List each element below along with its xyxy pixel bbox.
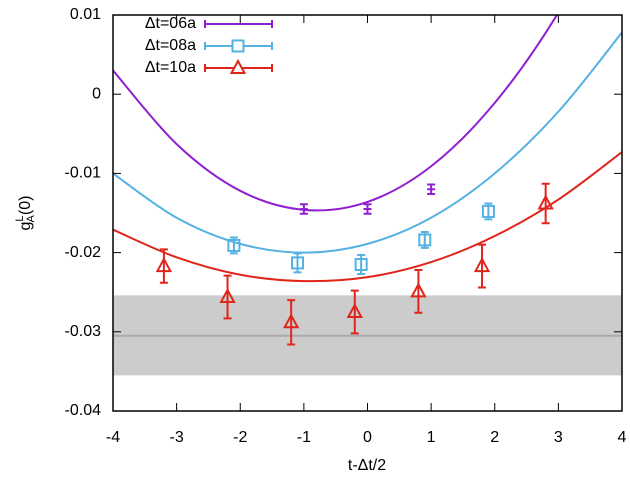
legend-label: Δt=08a — [145, 37, 196, 54]
y-label-base: g — [17, 222, 34, 231]
marker — [282, 313, 300, 329]
error-bar — [223, 274, 232, 320]
y-tick-label: -0.03 — [65, 323, 102, 340]
error-bar — [541, 182, 550, 225]
marker — [346, 302, 363, 318]
y-label-sup: L — [14, 215, 26, 221]
marker — [291, 256, 305, 270]
plot-frame — [112, 14, 623, 412]
marker — [410, 282, 427, 298]
legend-marker — [231, 39, 245, 53]
marker — [227, 238, 241, 252]
y-tick-label: -0.01 — [65, 165, 102, 182]
legend-marker — [229, 58, 247, 74]
marker — [481, 204, 495, 218]
x-tick-label: -3 — [170, 429, 184, 446]
y-tick-label: 0.01 — [70, 6, 101, 23]
y-label-tail: (0) — [17, 196, 34, 216]
x-tick-label: 2 — [490, 429, 499, 446]
legend-label: Δt=10a — [145, 59, 196, 76]
fit-curve — [113, 15, 559, 212]
x-tick-label: -1 — [297, 429, 311, 446]
x-tick-label: 3 — [554, 429, 563, 446]
marker — [473, 256, 491, 273]
error-bar — [357, 253, 366, 275]
plot-area — [113, 15, 622, 376]
y-tick-label: 0 — [92, 85, 101, 102]
marker — [219, 287, 236, 303]
y-label-sub: A — [25, 214, 37, 222]
error-bar — [350, 289, 359, 335]
marker — [155, 256, 173, 273]
legend-line — [204, 20, 273, 28]
legend-label: Δt=06a — [145, 15, 196, 32]
error-bar — [293, 252, 302, 274]
marker — [537, 194, 554, 210]
x-axis-label: t-Δt/2 — [348, 457, 386, 474]
error-bar — [478, 243, 487, 289]
fit-curve — [113, 151, 622, 283]
marker — [354, 257, 368, 271]
error-bar — [159, 248, 168, 284]
x-tick-label: -2 — [233, 429, 247, 446]
y-tick-label: -0.02 — [65, 244, 102, 261]
x-tick-label: -4 — [106, 429, 120, 446]
y-tick-label: -0.04 — [65, 402, 102, 419]
y-axis-label: gLA(0) — [14, 196, 37, 231]
error-bar — [287, 299, 296, 346]
error-bar — [414, 269, 423, 314]
fit-curve — [113, 31, 622, 254]
x-tick-label: 1 — [427, 429, 436, 446]
x-tick-label: 0 — [363, 429, 372, 446]
x-tick-label: 4 — [618, 429, 627, 446]
marker — [418, 233, 432, 247]
